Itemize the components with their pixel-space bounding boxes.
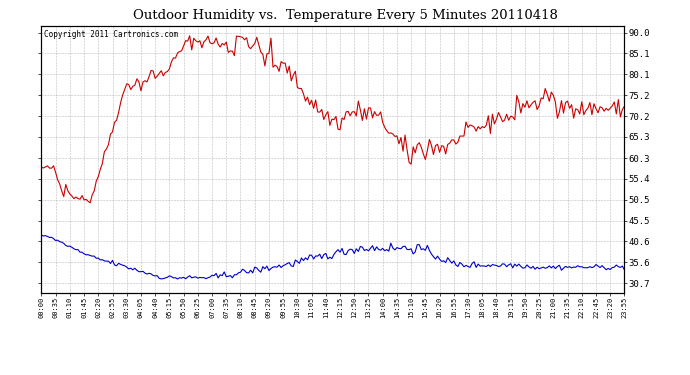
Text: Outdoor Humidity vs.  Temperature Every 5 Minutes 20110418: Outdoor Humidity vs. Temperature Every 5… (132, 9, 558, 22)
Text: Copyright 2011 Cartronics.com: Copyright 2011 Cartronics.com (44, 30, 179, 39)
